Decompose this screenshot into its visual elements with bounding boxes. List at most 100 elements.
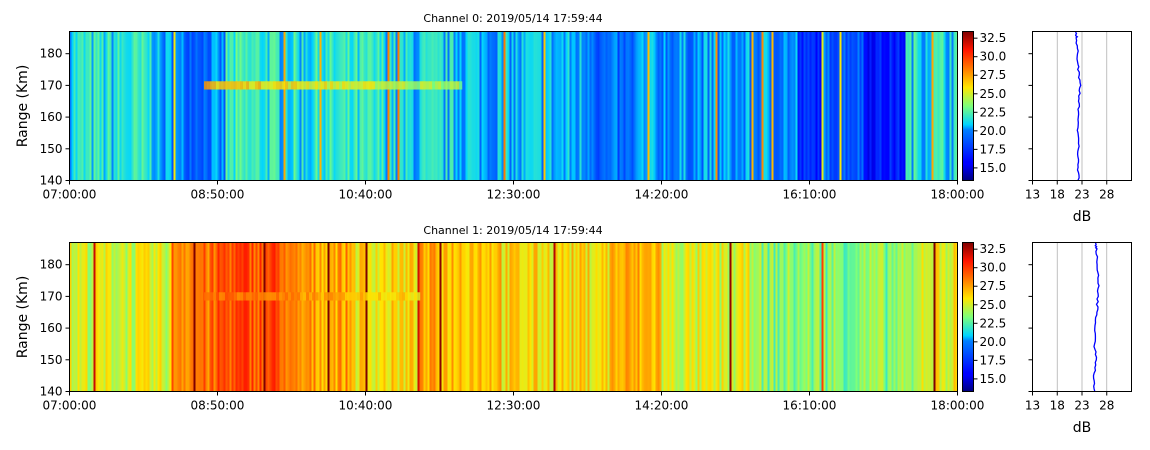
heatmap-column xyxy=(275,31,278,181)
heatmap-column xyxy=(829,31,832,181)
echo-band-segment xyxy=(450,81,454,90)
echo-band-segment xyxy=(405,81,409,90)
echo-band-segment xyxy=(411,292,415,301)
heatmap-column xyxy=(935,242,938,392)
heatmap-column xyxy=(341,242,344,392)
heatmap-column xyxy=(397,242,400,392)
heatmap-column xyxy=(247,31,250,181)
heatmap-column xyxy=(681,242,684,392)
heatmap-column xyxy=(469,31,472,181)
heatmap-column xyxy=(897,31,900,181)
x-tick-label: 16:10:00 xyxy=(783,188,837,202)
y-tick-label: 140 xyxy=(40,385,63,399)
heatmap-column xyxy=(413,242,416,392)
heatmap-column xyxy=(247,242,250,392)
echo-band-segment xyxy=(267,81,271,90)
heatmap-column xyxy=(133,31,136,181)
heatmap-column xyxy=(691,242,694,392)
heatmap-column xyxy=(729,31,732,181)
heatmap-column xyxy=(275,242,278,392)
heatmap-column xyxy=(867,242,870,392)
colorbar-ticks: 15.0 17.5 20.0 22.5 25.0 27.5 30.0 32.5 xyxy=(973,31,1007,175)
heatmap-column xyxy=(339,242,342,392)
heatmap-column xyxy=(177,242,180,392)
heatmap-column xyxy=(939,242,942,392)
heatmap-column xyxy=(73,242,76,392)
heatmap-column xyxy=(893,242,896,392)
heatmap-column xyxy=(627,31,630,181)
heatmap-column xyxy=(701,242,704,392)
heatmap-column xyxy=(131,242,134,392)
heatmap-column xyxy=(613,242,616,392)
echo-band-segment xyxy=(408,292,412,301)
heatmap-column xyxy=(327,31,330,181)
heatmap-column xyxy=(295,242,298,392)
echo-band-segment xyxy=(333,81,337,90)
heatmap-column xyxy=(369,31,372,181)
heatmap-column xyxy=(665,31,668,181)
heatmap-column xyxy=(563,242,566,392)
heatmap-column xyxy=(499,31,502,181)
echo-band-segment xyxy=(204,81,208,90)
heatmap-column xyxy=(715,242,718,392)
heatmap-column xyxy=(297,242,300,392)
heatmap-column xyxy=(427,242,430,392)
heatmap-column xyxy=(745,31,748,181)
heatmap-column xyxy=(361,31,364,181)
heatmap-column xyxy=(363,242,366,392)
echo-band-segment xyxy=(411,81,415,90)
heatmap-column xyxy=(937,31,940,181)
heatmap-column xyxy=(493,31,496,181)
heatmap-column xyxy=(763,31,766,181)
echo-band-segment xyxy=(306,292,310,301)
heatmap-column xyxy=(749,31,752,181)
heatmap-column xyxy=(173,31,176,181)
heatmap-column xyxy=(401,242,404,392)
heatmap-column xyxy=(697,31,700,181)
heatmap-column xyxy=(135,242,138,392)
colorbar-tick-label: 17.5 xyxy=(980,142,1007,156)
heatmap-column xyxy=(663,242,666,392)
heatmap-column xyxy=(377,242,380,392)
heatmap-column xyxy=(401,31,404,181)
heatmap-column xyxy=(629,31,632,181)
heatmap-column xyxy=(687,242,690,392)
heatmap-column xyxy=(259,31,262,181)
heatmap-column xyxy=(411,31,414,181)
heatmap-column xyxy=(343,31,346,181)
heatmap-column xyxy=(461,31,464,181)
colorbar-gradient xyxy=(962,31,974,181)
heatmap-column xyxy=(141,242,144,392)
heatmap-column xyxy=(895,31,898,181)
heatmap-column xyxy=(375,242,378,392)
heatmap-column xyxy=(127,31,130,181)
heatmap-column xyxy=(589,31,592,181)
colorbar-tick-label: 27.5 xyxy=(980,279,1007,293)
heatmap-column xyxy=(899,242,902,392)
heatmap-column xyxy=(755,242,758,392)
heatmap-column xyxy=(639,31,642,181)
heatmap-column xyxy=(809,31,812,181)
heatmap-column xyxy=(537,242,540,392)
heatmap-column xyxy=(603,242,606,392)
heatmap-column xyxy=(89,31,92,181)
heatmap-column xyxy=(775,242,778,392)
heatmap-column xyxy=(851,242,854,392)
heatmap-column xyxy=(277,31,280,181)
heatmap-column xyxy=(239,31,242,181)
heatmap-column xyxy=(557,242,560,392)
heatmap-column xyxy=(439,31,442,181)
heatmap-column xyxy=(147,31,150,181)
echo-band-segment xyxy=(315,81,319,90)
heatmap-column xyxy=(651,242,654,392)
heatmap-column xyxy=(267,242,270,392)
echo-band-segment xyxy=(444,81,448,90)
heatmap-column xyxy=(671,242,674,392)
heatmap-column xyxy=(861,31,864,181)
heatmap-column xyxy=(575,242,578,392)
heatmap-column xyxy=(791,31,794,181)
heatmap-column xyxy=(357,31,360,181)
heatmap-column xyxy=(445,31,448,181)
heatmap-column xyxy=(87,242,90,392)
heatmap-column xyxy=(811,242,814,392)
